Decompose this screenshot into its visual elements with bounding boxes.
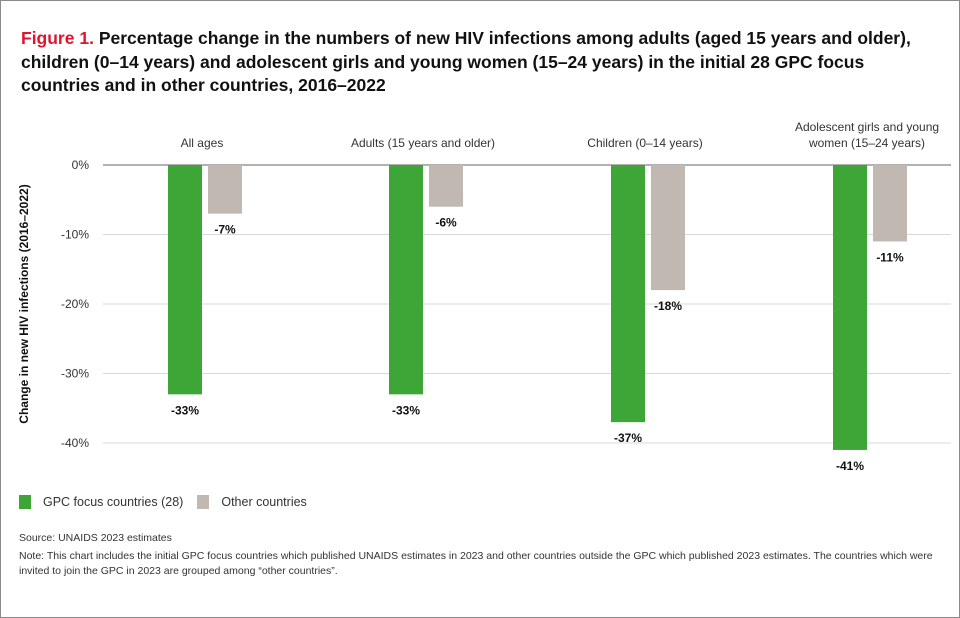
data-label: -33% [392, 403, 420, 417]
data-label: -6% [435, 216, 457, 230]
legend: GPC focus countries (28) Other countries [19, 495, 321, 509]
bar-gpc [389, 165, 423, 395]
y-tick-label: 0% [72, 158, 90, 172]
y-tick-label: -40% [61, 436, 89, 450]
data-label: -11% [876, 250, 904, 264]
data-label: -37% [614, 431, 642, 445]
y-tick-label: -20% [61, 297, 89, 311]
category-label: Adolescent girls and young [795, 120, 939, 134]
category-label: Children (0–14 years) [587, 136, 702, 150]
bar-other [429, 165, 463, 207]
legend-item-other: Other countries [197, 495, 307, 509]
data-label: -18% [654, 299, 682, 313]
y-tick-label: -30% [61, 367, 89, 381]
bar-gpc [833, 165, 867, 450]
data-label: -7% [214, 223, 236, 237]
bar-other [651, 165, 685, 291]
figure-label: Figure 1. [21, 28, 94, 48]
legend-swatch-gpc [19, 495, 31, 509]
legend-swatch-other [197, 495, 210, 509]
figure-title: Figure 1. Percentage change in the numbe… [21, 27, 941, 98]
legend-label-gpc: GPC focus countries (28) [43, 495, 184, 509]
legend-label-other: Other countries [221, 495, 307, 509]
source-text: Source: UNAIDS 2023 estimates [19, 532, 172, 544]
legend-item-gpc: GPC focus countries (28) [19, 495, 183, 509]
category-label: women (15–24 years) [808, 136, 925, 150]
category-label: Adults (15 years and older) [351, 136, 495, 150]
bar-gpc [168, 165, 202, 395]
figure-title-text: Percentage change in the numbers of new … [21, 28, 911, 95]
bar-gpc [611, 165, 645, 423]
category-label: All ages [181, 136, 224, 150]
note-text: Note: This chart includes the initial GP… [19, 550, 933, 577]
y-tick-label: -10% [61, 228, 89, 242]
y-axis-label: Change in new HIV infections (2016–2022) [17, 184, 31, 423]
data-label: -41% [836, 459, 864, 473]
bar-other [873, 165, 907, 242]
data-label: -33% [171, 403, 199, 417]
bar-other [208, 165, 242, 214]
